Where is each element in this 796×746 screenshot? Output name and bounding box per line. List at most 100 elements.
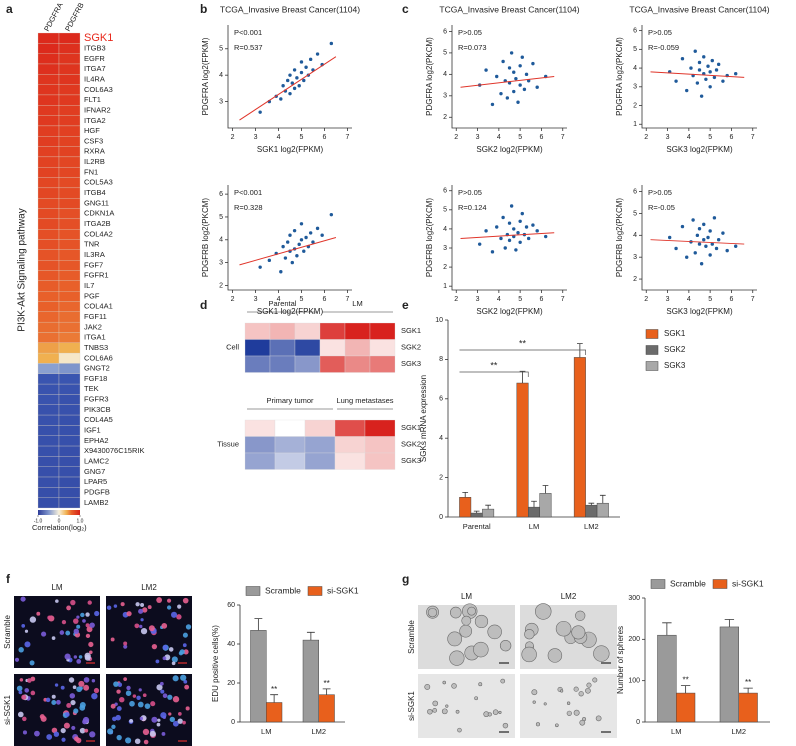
- nucleus: [142, 693, 147, 698]
- legend-swatch: [650, 579, 666, 589]
- heatmap-cell: [344, 339, 371, 357]
- scatter-point: [514, 76, 518, 81]
- scatter-point: [507, 66, 512, 70]
- heatmap-cell: [58, 167, 81, 178]
- row-label: TEK: [84, 384, 99, 393]
- colorbar: [38, 510, 80, 515]
- nucleus: [84, 728, 89, 733]
- error-bar: [473, 510, 480, 514]
- heatmap-cell: [58, 373, 81, 385]
- error-bar: [462, 491, 469, 498]
- x-tick-label: 6: [729, 134, 733, 141]
- scatter-point: [520, 211, 524, 216]
- heatmap-cell: [37, 53, 60, 65]
- nucleus: [91, 679, 96, 683]
- scatter-point: [281, 244, 285, 249]
- nucleus: [147, 605, 152, 609]
- nucleus: [168, 647, 174, 652]
- scatter-point: [308, 57, 313, 62]
- heatmap-cell: [37, 476, 60, 488]
- x-tick-label: 6: [322, 134, 326, 141]
- scatter-point: [524, 225, 529, 229]
- scatter-point: [710, 58, 714, 63]
- scatter-point: [505, 96, 510, 100]
- nucleus: [59, 630, 65, 635]
- nucleus: [68, 677, 75, 683]
- row-label: FLT1: [84, 95, 101, 104]
- trend-line: [650, 71, 745, 78]
- x-tick-label: LM: [671, 727, 681, 736]
- error-bar: [542, 485, 549, 494]
- y-tick-label: 8: [439, 356, 443, 363]
- x-tick-label: 5: [300, 134, 304, 141]
- sphere: [461, 615, 472, 626]
- bar: [528, 506, 540, 518]
- error-bar: [254, 618, 263, 631]
- bar: [539, 493, 552, 518]
- heatmap-cell: [37, 466, 60, 478]
- panel-label: g: [402, 572, 409, 586]
- heatmap-cell: [58, 146, 81, 158]
- sphere: [457, 727, 462, 733]
- y-tick-label: 100: [628, 678, 640, 685]
- nucleus: [94, 610, 100, 617]
- bar: [459, 497, 472, 518]
- nucleus: [142, 728, 150, 736]
- nucleus: [182, 632, 188, 638]
- sphere: [474, 696, 479, 701]
- heatmap-cell: [58, 208, 81, 220]
- heatmap-cell: [37, 218, 60, 230]
- scatter-point: [674, 79, 678, 83]
- nucleus: [64, 653, 71, 660]
- nucleus: [74, 736, 80, 742]
- nucleus: [18, 647, 24, 653]
- axis: [227, 25, 352, 129]
- heatmap-cell: [244, 355, 271, 373]
- heatmap-cell: [58, 249, 81, 261]
- x-tick-label: LM: [261, 727, 271, 736]
- heatmap-cell: [364, 436, 396, 454]
- sphere: [547, 648, 563, 663]
- scatter-point: [279, 270, 283, 274]
- nucleus: [170, 611, 178, 618]
- heatmap-cell: [274, 436, 306, 454]
- sphere: [524, 629, 535, 640]
- heatmap-cell: [58, 84, 81, 96]
- scatter-point: [708, 85, 712, 89]
- scatter-point: [299, 70, 304, 75]
- nucleus: [88, 641, 94, 648]
- y-tick-label: 3: [633, 254, 637, 261]
- x-axis-label: SGK2 log2(FPKM): [476, 307, 543, 316]
- scatter-point: [702, 237, 706, 242]
- scatter-point: [302, 249, 306, 253]
- row-label: GNG11: [84, 198, 109, 207]
- y-tick-label: 4: [443, 71, 447, 78]
- image-bg: [520, 674, 617, 738]
- nucleus: [83, 677, 90, 683]
- nucleus: [161, 732, 166, 736]
- scatter-point: [512, 70, 516, 74]
- y-tick-label: 2: [443, 264, 447, 271]
- heatmap-cell: [37, 115, 60, 127]
- x-tick-label: LM2: [311, 727, 326, 736]
- y-tick-label: 60: [227, 602, 235, 609]
- y-axis-label: PDGFRB log2(PKCM): [201, 198, 210, 277]
- nucleus: [82, 716, 90, 724]
- heatmap-cell: [37, 363, 60, 374]
- nucleus: [120, 602, 125, 607]
- sphere: [555, 620, 572, 637]
- nucleus: [151, 716, 158, 723]
- heatmap-cell: [58, 466, 81, 478]
- panel-label: e: [402, 298, 409, 312]
- scatter-point: [734, 244, 738, 248]
- nucleus: [135, 602, 140, 607]
- heatmap-cell: [58, 43, 81, 54]
- row-label: IGF1: [84, 426, 101, 435]
- heatmap-cell: [58, 425, 81, 436]
- heatmap-cell: [58, 270, 81, 281]
- x-tick-label: 6: [729, 296, 733, 303]
- scatter-point: [501, 215, 505, 220]
- error-bar: [599, 494, 606, 504]
- x-tick-label: 5: [708, 134, 712, 141]
- heatmap-cell: [37, 394, 60, 405]
